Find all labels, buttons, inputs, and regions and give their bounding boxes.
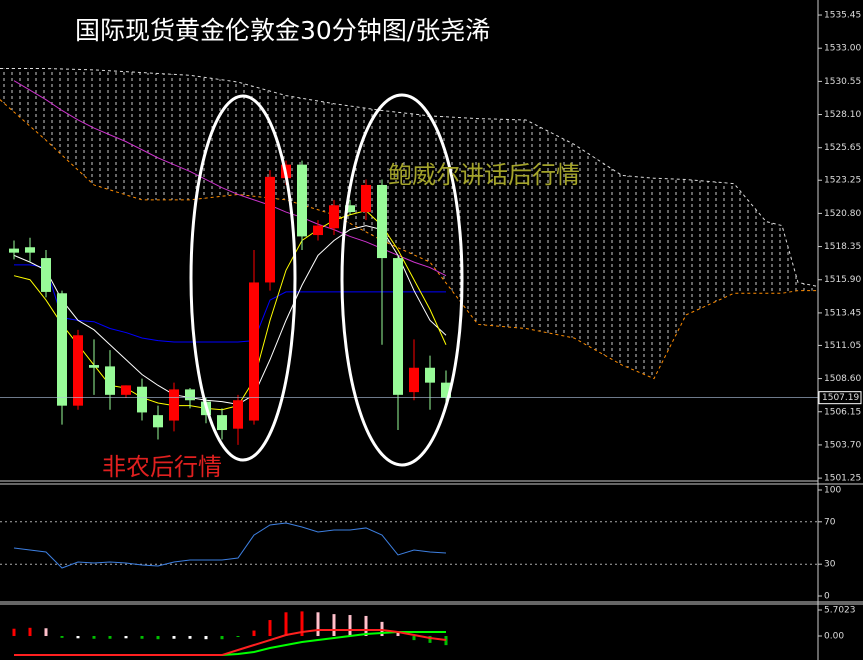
annotation: 非农后行情 (102, 453, 222, 481)
candle-body (377, 184, 387, 259)
y-tick-label: 1515.90 (824, 275, 861, 285)
histogram-bar (12, 628, 16, 637)
candle-body (57, 293, 67, 406)
y-tick-label: 1528.10 (824, 110, 861, 120)
candle-body (153, 415, 163, 428)
candle-body (185, 389, 195, 401)
histogram-bar (300, 611, 304, 637)
chart-title: 国际现货黄金伦敦金30分钟图/张尧浠 (75, 16, 490, 45)
histogram-bar (316, 612, 320, 637)
candle-body (441, 382, 451, 398)
y-tick-label: 1511.05 (824, 341, 861, 351)
y-tick-label: 1508.60 (824, 374, 861, 384)
histogram-bar (236, 636, 240, 638)
candle-body (345, 205, 355, 213)
histogram-bar (156, 636, 160, 640)
candle-body (217, 415, 227, 431)
candle-body (41, 258, 51, 292)
indicator-line (13, 225, 447, 405)
histogram-bar (140, 636, 144, 639)
histogram-bar (252, 630, 256, 637)
indicator-line (13, 522, 447, 569)
histogram-bar (188, 636, 192, 639)
candle-body (313, 225, 323, 236)
annotation: 鲍威尔讲话后行情 (388, 161, 580, 189)
histogram-bar (124, 636, 128, 639)
histogram-bar (428, 636, 432, 643)
histogram-bar (204, 636, 208, 640)
histogram-bar (76, 636, 80, 639)
indicator-line (14, 628, 447, 657)
histogram-bar (108, 636, 112, 639)
y-tick-label: 1518.35 (824, 242, 861, 252)
candle-body (265, 176, 275, 283)
candle-body (169, 389, 179, 421)
histogram-bar (412, 636, 416, 641)
highlight-ellipse (189, 94, 297, 462)
y-tick-label: 1513.45 (824, 308, 861, 318)
candle-body (249, 282, 259, 421)
histogram-bar (444, 636, 448, 646)
cloud-upper (0, 68, 818, 288)
candle-body (361, 184, 371, 213)
indicator-line (14, 264, 446, 343)
main-panel (0, 68, 818, 445)
histogram-bar (284, 612, 288, 637)
histogram-bar (220, 636, 224, 640)
highlight-ellipse (340, 93, 464, 467)
indicator-line (13, 210, 447, 411)
y-tick-label: 30 (824, 560, 836, 570)
y-tick-label: 100 (824, 485, 841, 495)
current-price-box (818, 391, 862, 405)
y-tick-label: 1523.25 (824, 176, 861, 186)
histogram-bar (44, 628, 48, 637)
candle-body (425, 367, 435, 383)
y-tick-label: 1525.65 (824, 143, 861, 153)
candle-body (9, 248, 19, 253)
y-tick-label: 70 (824, 517, 836, 527)
cloud-lower (0, 99, 818, 380)
histogram-bar (396, 631, 400, 637)
candle-body (73, 335, 83, 406)
histogram-bar (268, 620, 272, 637)
y-tick-label: 0 (824, 592, 830, 602)
histogram-bar (92, 636, 96, 639)
y-tick-label: 1506.15 (824, 407, 861, 417)
macd-panel (12, 611, 448, 657)
candle-body (137, 386, 147, 413)
histogram-bar (172, 636, 176, 639)
current-price-label: 1507.19 (822, 393, 859, 403)
candle-body (25, 247, 35, 253)
candle-body (393, 258, 403, 395)
y-tick-label: 1520.80 (824, 209, 861, 219)
candle-body (297, 164, 307, 237)
candle-body (233, 400, 243, 429)
candle-body (89, 365, 99, 368)
histogram-bar (348, 615, 352, 637)
histogram-bar (332, 614, 336, 637)
y-tick-label: 1501.25 (824, 474, 861, 484)
histogram-bar (28, 627, 32, 637)
histogram-bar (60, 636, 64, 638)
y-tick-label: 1530.55 (824, 77, 861, 87)
cloud-area (0, 68, 818, 379)
y-tick-label: 5.7023 (824, 606, 856, 616)
candle-body (105, 366, 115, 395)
y-tick-label: 1535.45 (824, 11, 861, 21)
histogram-bar (380, 621, 384, 637)
indicator-line (13, 80, 447, 277)
y-tick-label: 1533.00 (824, 44, 861, 54)
y-tick-label: 0.00 (824, 632, 844, 642)
oscillator-panel (0, 521, 818, 569)
histogram-bar (364, 615, 368, 637)
y-tick-label: 1503.70 (824, 440, 861, 450)
candle-body (329, 205, 339, 229)
candle-body (409, 367, 419, 393)
candle-body (121, 385, 131, 395)
